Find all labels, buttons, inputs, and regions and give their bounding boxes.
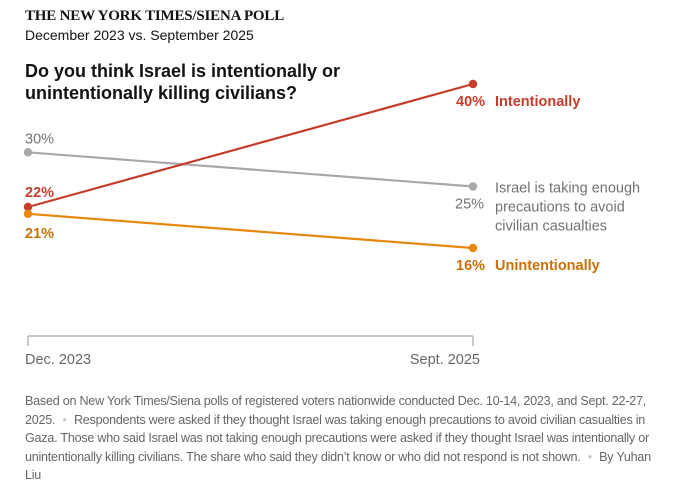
series-point — [468, 182, 478, 191]
end-value-label: 40% — [456, 94, 485, 110]
series-point — [23, 202, 33, 212]
poll-kicker: THE NEW YORK TIMES/SIENA POLL — [25, 8, 284, 24]
poll-date-range: December 2023 vs. September 2025 — [25, 27, 254, 43]
footnote-methodology: Based on New York Times/Siena polls of r… — [25, 394, 646, 427]
series-line — [27, 82, 474, 209]
series-name-label: Unintentionally — [495, 258, 600, 274]
footnote: Based on New York Times/Siena polls of r… — [25, 392, 665, 485]
x-axis: Dec. 2023 Sept. 2025 — [25, 335, 480, 368]
end-value-label: 25% — [455, 197, 484, 213]
series-line — [27, 151, 474, 188]
series-labels: 30% 25% Israel is taking enough precautions… — [25, 94, 640, 274]
x-tick-label: Sept. 2025 — [410, 352, 480, 368]
start-value-label: 30% — [25, 131, 54, 147]
series-name-label: civilian casualties — [495, 219, 607, 235]
series-name-label: precautions to avoid — [495, 200, 625, 216]
series-name-label: Intentionally — [495, 94, 580, 110]
footnote-question-details: Respondents were asked if they thought I… — [25, 412, 649, 464]
series-name-label: Israel is taking enough — [495, 181, 640, 197]
series-lines — [23, 79, 478, 253]
footnote-separator: • — [62, 412, 67, 427]
start-value-label: 21% — [25, 226, 54, 242]
slope-chart: Dec. 2023 Sept. 2025 30% 25% Israel is taki… — [23, 79, 640, 368]
end-value-label: 16% — [456, 258, 485, 274]
footnote-separator: • — [587, 449, 592, 464]
series-point — [468, 79, 478, 89]
series-line — [27, 212, 474, 250]
series-point — [468, 243, 478, 253]
series-point — [23, 209, 33, 219]
chart-title: Do you think Israel is intentionally or … — [25, 61, 341, 103]
series-point — [23, 148, 33, 157]
x-tick-label: Dec. 2023 — [25, 352, 91, 368]
start-value-label: 22% — [25, 185, 54, 201]
byline: By Yuhan Liu — [25, 449, 651, 483]
